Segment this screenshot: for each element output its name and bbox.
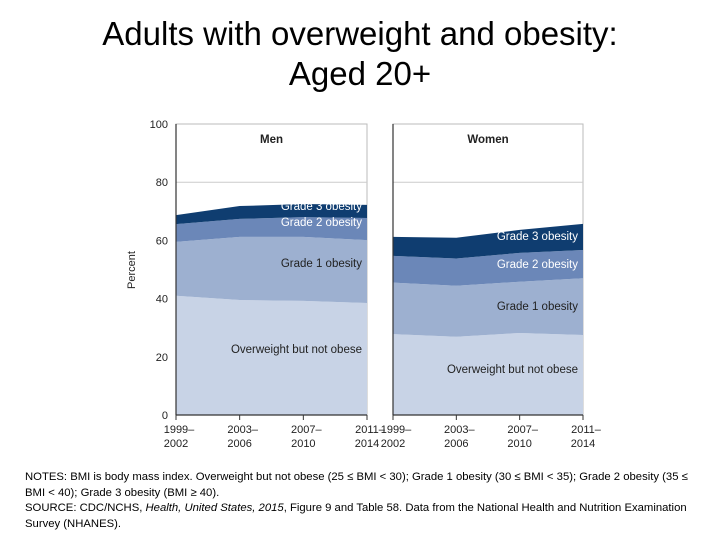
area-grade3-women: [393, 223, 583, 259]
x-tick-label: 1999–: [381, 424, 412, 436]
source-prefix: SOURCE: CDC/NCHS,: [25, 502, 146, 514]
y-tick-label: 100: [150, 119, 168, 131]
source-text: SOURCE: CDC/NCHS, Health, United States,…: [25, 501, 695, 532]
y-tick-label: 40: [156, 294, 168, 306]
x-tick-label: 2006: [227, 438, 251, 450]
panel-title: Women: [467, 134, 508, 146]
source-suffix: , Figure 9 and Table 58. Data from the N…: [25, 502, 687, 530]
y-axis-label: Percent: [126, 251, 138, 289]
page-title: Adults with overweight and obesity: Aged…: [0, 14, 720, 94]
x-tick-label: 2007–: [291, 424, 322, 436]
y-tick-label: 0: [162, 410, 168, 422]
area-grade3-men: [176, 204, 367, 225]
area-grade2-men: [176, 217, 367, 242]
area-grade1-women: [393, 278, 583, 337]
y-tick-label: 80: [156, 177, 168, 189]
area-overweight-women: [393, 332, 583, 415]
x-tick-label: 2003–: [444, 424, 475, 436]
x-tick-label: 2011–: [355, 424, 386, 436]
x-tick-label: 2010: [291, 438, 315, 450]
series-label-grade1: Grade 1 obesity: [281, 258, 362, 270]
series-label-grade3: Grade 3 obesity: [497, 231, 578, 243]
x-tick-label: 2006: [444, 438, 468, 450]
x-tick-label: 2007–: [507, 424, 538, 436]
notes-block: NOTES: BMI is body mass index. Overweigh…: [25, 470, 695, 532]
y-tick-label: 60: [156, 235, 168, 247]
series-label-grade2: Grade 2 obesity: [497, 259, 578, 271]
x-tick-label: 2014: [355, 438, 379, 450]
series-label-overweight: Overweight but not obese: [447, 364, 578, 376]
x-tick-label: 2002: [381, 438, 405, 450]
title-line-1: Adults with overweight and obesity:: [102, 15, 618, 52]
x-tick-label: 2010: [507, 438, 531, 450]
area-overweight-men: [176, 295, 367, 415]
series-label-overweight: Overweight but not obese: [231, 344, 362, 356]
x-tick-label: 2002: [164, 438, 188, 450]
notes-text: NOTES: BMI is body mass index. Overweigh…: [25, 471, 688, 499]
x-tick-label: 1999–: [164, 424, 195, 436]
series-label-grade1: Grade 1 obesity: [497, 301, 578, 313]
x-tick-label: 2014: [571, 438, 595, 450]
source-title: Health, United States, 2015: [145, 502, 284, 514]
y-tick-label: 20: [156, 352, 168, 364]
panel-title: Men: [260, 134, 283, 146]
title-line-2: Aged 20+: [288, 55, 432, 92]
x-tick-label: 2011–: [571, 424, 602, 436]
area-grade1-men: [176, 236, 367, 303]
x-tick-label: 2003–: [227, 424, 258, 436]
series-label-grade3: Grade 3 obesity: [281, 201, 362, 213]
series-label-grade2: Grade 2 obesity: [281, 217, 362, 229]
area-grade2-women: [393, 250, 583, 286]
